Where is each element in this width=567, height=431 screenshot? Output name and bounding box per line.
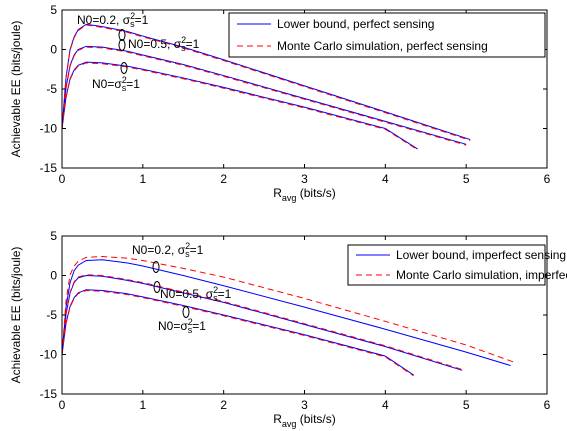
y-axis-label: Achievable EE (bits/joule) — [9, 21, 23, 158]
y-tick-label: -15 — [40, 387, 58, 401]
annotation-ellipse — [153, 281, 161, 293]
y-tick-label: -15 — [40, 161, 58, 175]
curve-annotation: N0=0.5, σ2 s=1 — [160, 285, 232, 303]
series-line-4 — [62, 274, 463, 370]
x-tick-label: 2 — [220, 398, 227, 412]
chart-panel-2: 0 1 2 3 4 5 6 5 0 -5 -10 -15 Ravg (bits/s) Achievable… — [9, 229, 567, 429]
y-tick-label: -10 — [40, 122, 58, 136]
x-tick-label: 5 — [463, 172, 470, 186]
series-line-1 — [62, 259, 511, 367]
legend-label: Monte Carlo simulation, perfect sensing — [277, 39, 488, 53]
series-line-3 — [62, 274, 463, 371]
legend-frame — [347, 244, 546, 286]
series-line-2 — [62, 256, 515, 363]
x-tick-label: 6 — [544, 172, 551, 186]
annotation-ellipse — [182, 306, 190, 318]
y-tick-label: 0 — [50, 269, 57, 283]
x-tick-label: 6 — [544, 398, 551, 412]
legend-label: Lower bound, imperfect sensing — [396, 248, 566, 262]
chart-panel-1: 0 1 2 3 4 5 6 5 0 -5 -10 -15 Ravg (bits/s) Achievable… — [9, 3, 551, 203]
annotation-ellipse — [120, 62, 128, 74]
x-tick-label: 4 — [382, 172, 389, 186]
x-tick-label: 3 — [301, 172, 308, 186]
legend: Lower bound, imperfect sensing Monte Carl… — [347, 244, 567, 286]
x-tick-label: 2 — [220, 172, 227, 186]
x-tick-label: 5 — [463, 398, 470, 412]
x-axis-label: Ravg (bits/s) — [273, 412, 336, 429]
x-tick-label: 3 — [301, 398, 308, 412]
annotation-ellipse — [118, 29, 126, 41]
curve-annotation: N0=σ2 s=1 — [92, 75, 140, 93]
y-tick-label: -5 — [46, 82, 57, 96]
x-tick-label: 0 — [59, 172, 66, 186]
curve-annotation: N0=0.2, σ2 s=1 — [132, 241, 204, 259]
legend-label: Lower bound, perfect sensing — [277, 17, 434, 31]
y-tick-label: 5 — [50, 3, 57, 17]
series-line-4 — [62, 46, 467, 146]
legend-label: Monte Carlo simulation, imperfect sensin… — [396, 268, 567, 282]
series-line-6 — [62, 290, 414, 377]
x-tick-label: 0 — [59, 398, 66, 412]
y-tick-label: -10 — [40, 348, 58, 362]
series-line-3 — [62, 45, 467, 145]
y-tick-label: 0 — [50, 43, 57, 57]
y-tick-label: 5 — [50, 229, 57, 243]
x-tick-label: 1 — [139, 398, 146, 412]
legend: Lower bound, perfect sensing Monte Carlo … — [228, 12, 546, 58]
x-tick-label: 1 — [139, 172, 146, 186]
curve-annotation: N0=σ2 s=1 — [158, 317, 206, 335]
curve-annotation: N0=0.5, σ2 s=1 — [128, 35, 200, 53]
annotation-ellipse — [152, 261, 160, 273]
legend-frame — [228, 12, 546, 58]
x-axis-label: Ravg (bits/s) — [273, 186, 336, 203]
y-tick-label: -5 — [46, 308, 57, 322]
curve-annotation: N0=0.2, σ2 s=1 — [77, 11, 149, 29]
annotation-ellipse — [118, 39, 126, 51]
series-line-5 — [62, 289, 414, 376]
series-line-6 — [62, 62, 418, 151]
x-tick-label: 4 — [382, 398, 389, 412]
y-axis-label: Achievable EE (bits/joule) — [9, 247, 23, 384]
series-line-2 — [62, 24, 471, 141]
